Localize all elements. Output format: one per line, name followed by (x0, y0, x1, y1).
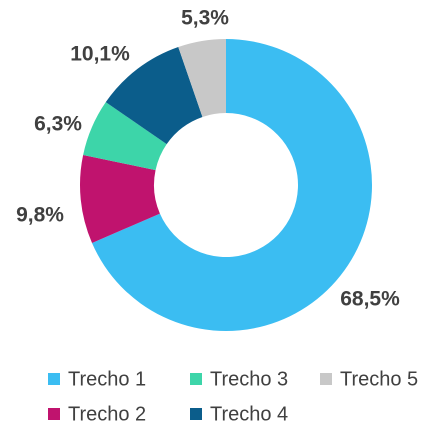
legend-label: Trecho 1 (68, 368, 146, 390)
legend-label: Trecho 5 (340, 368, 418, 390)
legend-swatch (48, 373, 60, 385)
legend-label: Trecho 4 (210, 403, 288, 425)
data-label: 6,3% (34, 113, 82, 136)
data-label: 10,1% (70, 43, 130, 66)
legend-swatch (320, 373, 332, 385)
legend-swatch (190, 373, 202, 385)
legend-label: Trecho 3 (210, 368, 288, 390)
data-label: 9,8% (16, 204, 64, 227)
donut-slice (178, 39, 226, 117)
donut-slice (92, 39, 373, 331)
donut-slice (83, 102, 167, 171)
data-label: 5,3% (181, 7, 229, 30)
donut-slice (80, 154, 160, 243)
donut-slice (105, 47, 203, 145)
data-label: 68,5% (340, 288, 400, 311)
legend-swatch (190, 408, 202, 420)
legend-label: Trecho 2 (68, 403, 146, 425)
legend-swatch (48, 408, 60, 420)
